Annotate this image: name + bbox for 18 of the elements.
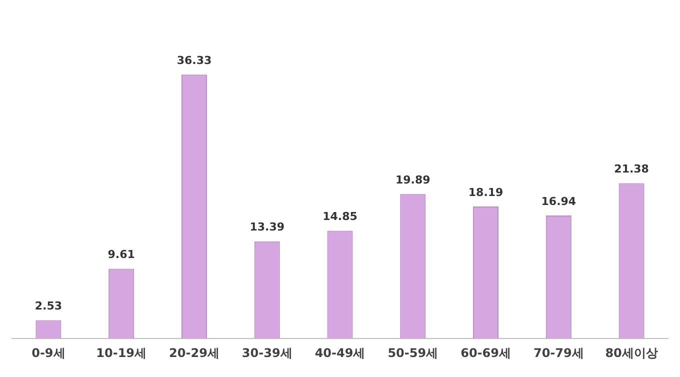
data-label: 36.33: [176, 54, 212, 68]
data-label: 14.85: [322, 210, 358, 224]
x-tick-label: 80세이상: [605, 346, 658, 360]
data-label: 2.53: [34, 300, 62, 313]
data-label: 13.39: [250, 220, 285, 234]
x-tick-label: 50-59세: [388, 346, 438, 360]
x-tick-label: 40-49세: [314, 346, 366, 360]
data-label: 9.61: [108, 248, 135, 262]
data-label: 21.38: [614, 162, 649, 176]
data-label: 18.19: [468, 186, 504, 199]
x-tick-label: 20-29세: [169, 346, 220, 360]
x-tick-label: 10-19세: [96, 346, 147, 360]
x-tick-label: 70-79세: [533, 346, 584, 360]
data-label: 19.89: [395, 173, 430, 186]
x-tick-label: 30-39세: [242, 346, 292, 360]
data-label: 16.94: [541, 194, 576, 208]
x-tick-label: 0-9세: [32, 346, 66, 360]
x-tick-label: 60-69세: [460, 346, 511, 360]
